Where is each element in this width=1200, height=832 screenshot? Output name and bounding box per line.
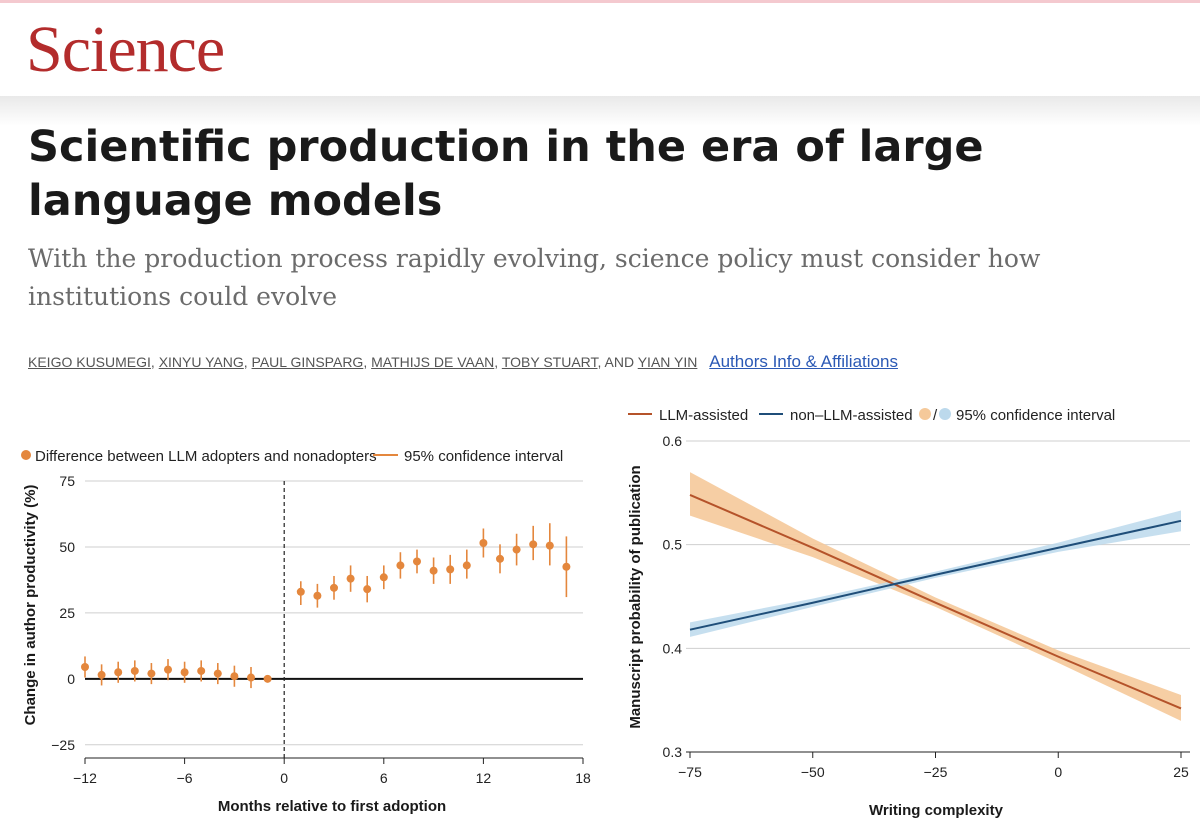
data-point bbox=[247, 673, 255, 682]
data-point bbox=[413, 557, 421, 566]
article-subtitle: With the production process rapidly evol… bbox=[28, 244, 1041, 311]
data-point bbox=[346, 574, 355, 583]
y-tick-label: −25 bbox=[51, 737, 75, 753]
productivity-gridlines bbox=[85, 480, 583, 746]
x-tick-label: 18 bbox=[575, 770, 591, 786]
x-tick-label: 0 bbox=[280, 770, 288, 786]
productivity-axes bbox=[84, 481, 584, 764]
data-point bbox=[396, 561, 405, 570]
data-point bbox=[97, 670, 106, 679]
data-point bbox=[462, 561, 471, 570]
data-point bbox=[147, 669, 156, 678]
science-logo[interactable]: Science bbox=[26, 13, 225, 86]
data-point bbox=[213, 669, 222, 678]
author-joiner: , AND bbox=[597, 354, 638, 370]
data-point bbox=[180, 668, 189, 677]
data-point bbox=[164, 665, 172, 674]
masthead: Science bbox=[0, 3, 1200, 98]
data-point bbox=[545, 541, 554, 550]
authors-affiliations-link[interactable]: Authors Info & Affiliations bbox=[709, 352, 898, 371]
data-point bbox=[313, 591, 322, 600]
data-point bbox=[446, 565, 455, 574]
author-link[interactable]: Xinyu Yang bbox=[158, 354, 244, 370]
data-point bbox=[529, 540, 538, 549]
data-point bbox=[114, 668, 123, 677]
data-point bbox=[296, 587, 305, 596]
author-link[interactable]: Keigo Kusumegi bbox=[28, 354, 151, 370]
author-separator: , bbox=[494, 354, 502, 370]
author-list: Keigo Kusumegi, Xinyu Yang, Paul Ginspar… bbox=[28, 352, 898, 372]
masthead-shadow bbox=[0, 96, 1200, 126]
productivity-legend: Difference between LLM adopters and nona… bbox=[21, 448, 563, 465]
data-point bbox=[81, 662, 89, 671]
data-point bbox=[263, 674, 272, 683]
author-separator: , bbox=[243, 354, 252, 370]
x-tick-label: −6 bbox=[177, 770, 193, 786]
data-point bbox=[479, 538, 488, 547]
legend-points-label: Difference between LLM adopters and nona… bbox=[35, 448, 377, 465]
y-tick-label: 0 bbox=[67, 671, 75, 687]
author-separator: , bbox=[150, 354, 159, 370]
top-accent-rule bbox=[0, 0, 1200, 3]
productivity-marks bbox=[81, 523, 571, 689]
data-point bbox=[230, 672, 239, 681]
data-point bbox=[363, 585, 372, 594]
x-tick-label: −12 bbox=[73, 770, 97, 786]
productivity-x-axis-label: Months relative to first adoption bbox=[218, 798, 446, 815]
author-link[interactable]: Toby Stuart bbox=[501, 354, 598, 370]
x-tick-label: 12 bbox=[476, 770, 492, 786]
author-link[interactable]: Paul Ginsparg bbox=[251, 354, 364, 370]
y-tick-label: 75 bbox=[59, 473, 75, 489]
productivity-y-axis-label: Change in author productivity (%) bbox=[22, 485, 39, 726]
data-point bbox=[562, 562, 571, 571]
y-tick-label: 25 bbox=[59, 605, 75, 621]
data-point bbox=[379, 573, 388, 582]
legend-point-marker bbox=[21, 450, 31, 460]
author-separator: , bbox=[363, 354, 372, 370]
data-point bbox=[330, 583, 338, 592]
x-tick-label: 6 bbox=[380, 770, 388, 786]
data-point bbox=[197, 666, 206, 675]
productivity-tick-labels: 75 50 25 0 −25 −12 −6 0 6 12 18 bbox=[51, 473, 591, 786]
data-point bbox=[496, 554, 504, 563]
data-point bbox=[512, 545, 521, 554]
data-point bbox=[130, 666, 139, 675]
author-link[interactable]: Yian Yin bbox=[637, 354, 698, 370]
data-point bbox=[429, 566, 438, 575]
legend-interval-label: 95% confidence interval bbox=[404, 448, 563, 465]
author-link[interactable]: Mathijs de Vaan bbox=[371, 354, 495, 370]
y-tick-label: 50 bbox=[59, 539, 75, 555]
article-title: Scientific production in the era of larg… bbox=[28, 122, 984, 226]
